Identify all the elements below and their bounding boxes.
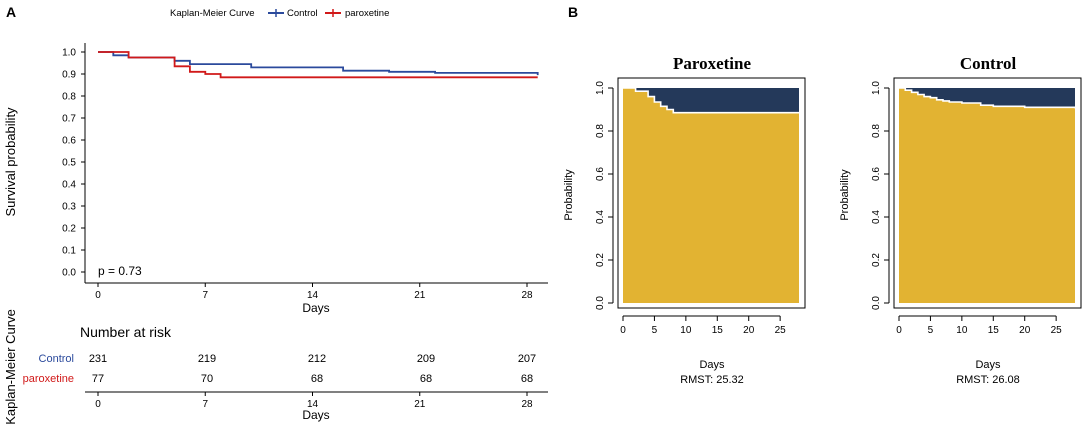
rmst-xtick-label-control-4: 20 — [1019, 325, 1031, 336]
km-xtick-label-0: 0 — [95, 290, 101, 301]
rmst-plot-control: Control Probability Days RMST: 26.08 0.0… — [839, 54, 1082, 386]
risk-cell-paroxetine-0: 77 — [92, 373, 104, 385]
rmst-xlabel-control: Days — [975, 359, 1001, 371]
km-xtick-label-1: 7 — [202, 290, 208, 301]
risk-xlabel: Days — [302, 408, 329, 422]
rmst-xtick-label-control-3: 15 — [988, 325, 1000, 336]
risk-xtick-label-1: 7 — [202, 399, 208, 410]
km-p-value: p = 0.73 — [98, 264, 142, 278]
rmst-ytick-label-paroxetine-4: 0.8 — [595, 124, 606, 138]
risk-row-label-paroxetine: paroxetine — [23, 373, 74, 385]
km-xtick-label-2: 14 — [307, 290, 319, 301]
km-ytick-label-2: 0.2 — [62, 224, 76, 235]
rmst-frame-control — [893, 77, 1082, 309]
risk-xtick-label-0: 0 — [95, 399, 101, 410]
km-xlabel: Days — [302, 301, 329, 315]
rmst-ytick-label-control-2: 0.4 — [871, 210, 882, 224]
rmst-curve-control — [899, 87, 1076, 109]
km-xtick-label-4: 28 — [521, 290, 533, 301]
risk-cell-control-0: 231 — [89, 353, 107, 365]
rmst-xtick-label-paroxetine-5: 25 — [775, 325, 787, 336]
rmst-ytick-label-control-3: 0.6 — [871, 167, 882, 181]
risk-cell-paroxetine-1: 70 — [201, 373, 213, 385]
rmst-xtick-label-paroxetine-2: 10 — [680, 325, 692, 336]
rmst-area-control — [899, 88, 1075, 303]
rmst-xlabel-paroxetine: Days — [699, 359, 725, 371]
rmst-xtick-label-paroxetine-1: 5 — [652, 325, 658, 336]
km-ytick-label-5: 0.5 — [62, 158, 76, 169]
km-ytick-label-6: 0.6 — [62, 136, 76, 147]
risk-side-label: Kaplan-Meier Curve — [3, 309, 18, 425]
rmst-plot-paroxetine: Paroxetine Probability Days RMST: 25.32 … — [563, 54, 806, 386]
rmst-xtick-label-paroxetine-4: 20 — [743, 325, 755, 336]
rmst-ytick-label-control-1: 0.2 — [871, 253, 882, 267]
rmst-area-paroxetine — [623, 88, 799, 303]
risk-cell-paroxetine-2: 68 — [311, 373, 323, 385]
km-xticks: 0 7 14 21 28 — [95, 283, 533, 301]
km-ytick-label-7: 0.7 — [62, 114, 76, 125]
risk-cell-control-3: 209 — [417, 353, 435, 365]
km-curve-paroxetine — [98, 51, 538, 79]
risk-xticks: 0 7 14 21 28 — [95, 392, 533, 410]
rmst-xtick-label-control-2: 10 — [956, 325, 968, 336]
rmst-ytick-label-paroxetine-0: 0.0 — [595, 296, 606, 310]
rmst-ytick-label-paroxetine-5: 1.0 — [595, 81, 606, 95]
risk-cell-control-2: 212 — [308, 353, 326, 365]
risk-xtick-label-4: 28 — [521, 399, 533, 410]
km-yticks: 0.0 0.1 0.2 0.3 0.4 0.5 0.6 0.7 0.8 0.9 1.0 — [62, 48, 85, 279]
rmst-curve-paroxetine — [623, 87, 799, 114]
km-plot: 0.0 0.1 0.2 0.3 0.4 0.5 0.6 0.7 0.8 0.9 1.0 0 7 14 21… — [62, 43, 548, 315]
legend-control-label: Control — [287, 8, 318, 19]
km-legend: Kaplan-Meier Curve Control paroxetine — [170, 8, 389, 19]
risk-cell-paroxetine-4: 68 — [521, 373, 533, 385]
km-ytick-label-4: 0.4 — [62, 180, 76, 191]
risk-cell-paroxetine-3: 68 — [420, 373, 432, 385]
rmst-ytick-label-paroxetine-2: 0.4 — [595, 210, 606, 224]
risk-row-label-control: Control — [39, 353, 74, 365]
panel-a-label: A — [6, 4, 16, 20]
panel-b-label: B — [568, 4, 578, 20]
risk-table-title: Number at risk — [80, 324, 172, 340]
risk-cell-control-4: 207 — [518, 353, 536, 365]
rmst-title-paroxetine: Paroxetine — [673, 54, 752, 73]
rmst-xtick-label-control-1: 5 — [928, 325, 934, 336]
rmst-ytick-label-paroxetine-3: 0.6 — [595, 167, 606, 181]
km-ytick-label-1: 0.1 — [62, 246, 76, 257]
rmst-xtick-label-control-5: 25 — [1051, 325, 1063, 336]
risk-table: Number at risk Control paroxetine 231 21… — [23, 324, 548, 422]
rmst-ylabel-control: Probability — [839, 169, 851, 221]
risk-cells: 231 219 212 209 207 77 70 68 68 68 — [89, 353, 536, 385]
rmst-xtick-label-paroxetine-0: 0 — [620, 325, 626, 336]
km-curves — [98, 51, 539, 79]
rmst-value-paroxetine: RMST: 25.32 — [680, 374, 744, 386]
rmst-ytick-label-paroxetine-1: 0.2 — [595, 253, 606, 267]
rmst-xtick-label-paroxetine-3: 15 — [712, 325, 724, 336]
km-ytick-label-0: 0.0 — [62, 268, 76, 279]
risk-xtick-label-3: 21 — [414, 399, 426, 410]
rmst-value-control: RMST: 26.08 — [956, 374, 1020, 386]
km-ytick-label-3: 0.3 — [62, 202, 76, 213]
legend-paroxetine-label: paroxetine — [345, 8, 389, 19]
km-xtick-label-3: 21 — [414, 290, 426, 301]
risk-cell-control-1: 219 — [198, 353, 216, 365]
rmst-title-control: Control — [960, 54, 1017, 73]
rmst-ylabel-paroxetine: Probability — [563, 169, 575, 221]
rmst-ytick-label-control-4: 0.8 — [871, 124, 882, 138]
rmst-xtick-label-control-0: 0 — [896, 325, 902, 336]
km-ytick-label-8: 0.8 — [62, 92, 76, 103]
km-ytick-label-9: 0.9 — [62, 70, 76, 81]
km-ytick-label-10: 1.0 — [62, 48, 76, 59]
risk-xtick-label-2: 14 — [307, 399, 319, 410]
legend-title: Kaplan-Meier Curve — [170, 8, 254, 19]
km-ylabel: Survival probability — [3, 107, 18, 217]
rmst-ytick-label-control-0: 0.0 — [871, 296, 882, 310]
rmst-ytick-label-control-5: 1.0 — [871, 81, 882, 95]
km-curve-control — [98, 51, 539, 76]
rmst-frame-paroxetine — [617, 77, 806, 309]
